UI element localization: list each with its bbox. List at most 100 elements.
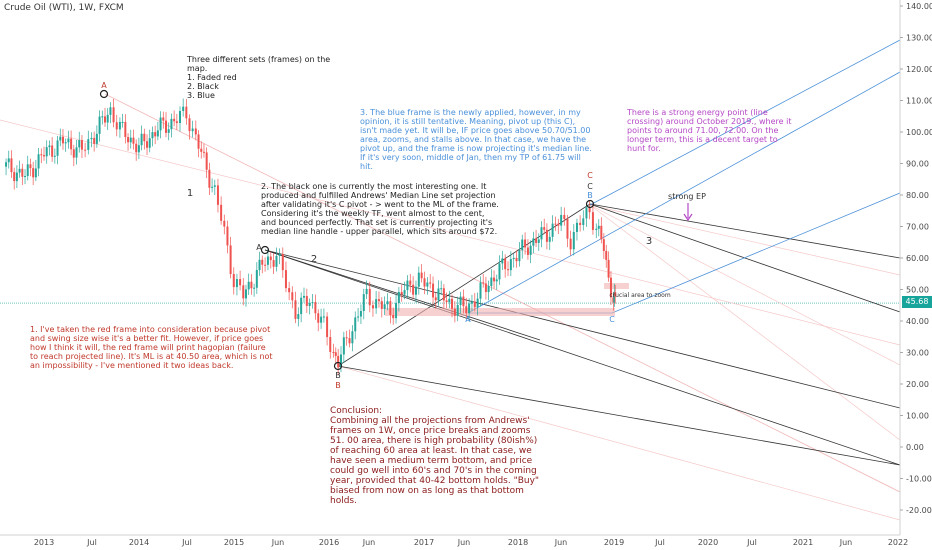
candle-body [395,303,398,319]
x-axis: 2013 Jul 2014 Jul 2015 Jun 2016 Jun 2017 Jun 2018 J… [0,534,908,547]
candle-body [40,154,43,156]
candle-body [470,301,473,304]
candle-body [445,300,448,303]
candle-body [512,257,515,260]
candle-body [563,214,566,220]
blue-frame-median [467,71,901,314]
candle-body [26,164,29,176]
candle-body [595,228,598,230]
y-tick-label: 30.00 [906,349,929,358]
y-tick-label: 20.00 [906,380,929,389]
candle-body [253,287,256,289]
candle-body [159,117,162,131]
candle-body [365,288,368,295]
candle-body [582,218,585,226]
candle-body [297,314,300,319]
candle-body [10,158,13,173]
candle-body [255,270,258,288]
candle-body [409,280,412,285]
pivot-marker [333,361,343,371]
candle-body [326,316,329,338]
pivot-marker [99,89,109,99]
y-tick-label: 100.00 [906,128,932,137]
candle-body [476,298,479,308]
candle-body [43,155,45,157]
red-frame-lower [337,365,901,521]
candle-body [232,274,235,288]
candle-body [532,238,535,246]
label-a-top: A [101,81,107,90]
candle-body [70,138,73,150]
pivot-marker [585,199,595,209]
note-purple-energy: There is a strong energy point (line cro… [627,108,792,153]
note-conclusion: Conclusion: Combining all the projection… [330,406,540,506]
strong-ep-arrowhead [683,213,693,222]
candle-body [397,291,400,304]
candle-body [348,338,351,344]
candle-body [420,272,423,279]
support-zone [385,308,615,316]
candle-body [540,227,543,240]
candle-body [442,288,445,301]
candle-body [509,259,512,271]
red-frame-parallel-b [589,204,901,366]
candle-body [432,283,435,298]
candle-body [165,120,167,133]
blue-frame-lower [611,192,901,314]
y-tick-label: 80.00 [906,191,929,200]
candle-body [80,140,83,150]
candles [5,98,617,375]
candle-body [380,301,383,309]
candle-body [305,295,308,306]
candle-body [537,239,540,243]
candle-body [167,129,170,133]
y-tick-label: -10.00 [906,475,932,484]
candle-body [351,331,354,344]
label-c-black: C [587,182,593,191]
candle-body [104,116,106,123]
candle-body [56,140,59,156]
candle-body [143,133,146,142]
candle-body [18,168,21,173]
y-tick-label: 10.00 [906,412,929,421]
candle-body [15,172,18,182]
x-tick-label: 2022 [888,538,908,547]
candle-body [87,139,90,150]
candle-body [490,277,493,286]
candle-body [569,238,572,250]
candle-body [64,142,67,144]
candle-body [197,134,200,149]
candle-body [354,317,357,332]
note-red-frame: 1. I've taken the red frame into conside… [30,325,273,370]
candle-body [135,143,138,153]
candle-body [368,288,371,306]
y-tick-label: 130.00 [906,34,932,43]
candle-body [235,279,238,288]
candle-body [59,136,62,141]
candle-body [429,282,432,284]
candle-body [115,122,118,130]
candle-body [526,247,529,255]
candle-body [337,355,340,368]
red-frame-median [104,93,901,493]
candle-body [173,118,176,122]
candle-body [495,279,498,282]
candle-body [93,137,96,144]
candle-body [137,145,140,153]
candle-body [146,141,149,148]
candle-body [456,304,459,316]
candle-body [484,283,487,293]
candle-body [614,292,617,297]
candle-body [389,301,392,315]
candle-body [132,137,135,144]
candle-body [579,222,582,226]
candle-body [13,172,16,182]
red-frame-parallel-a [589,204,901,276]
x-tick-label: 2013 [34,538,54,547]
candle-body [572,231,575,250]
black-frame-lower-b [337,365,901,466]
candle-body [417,272,420,287]
candle-body [518,250,521,262]
candle-body [320,316,323,323]
